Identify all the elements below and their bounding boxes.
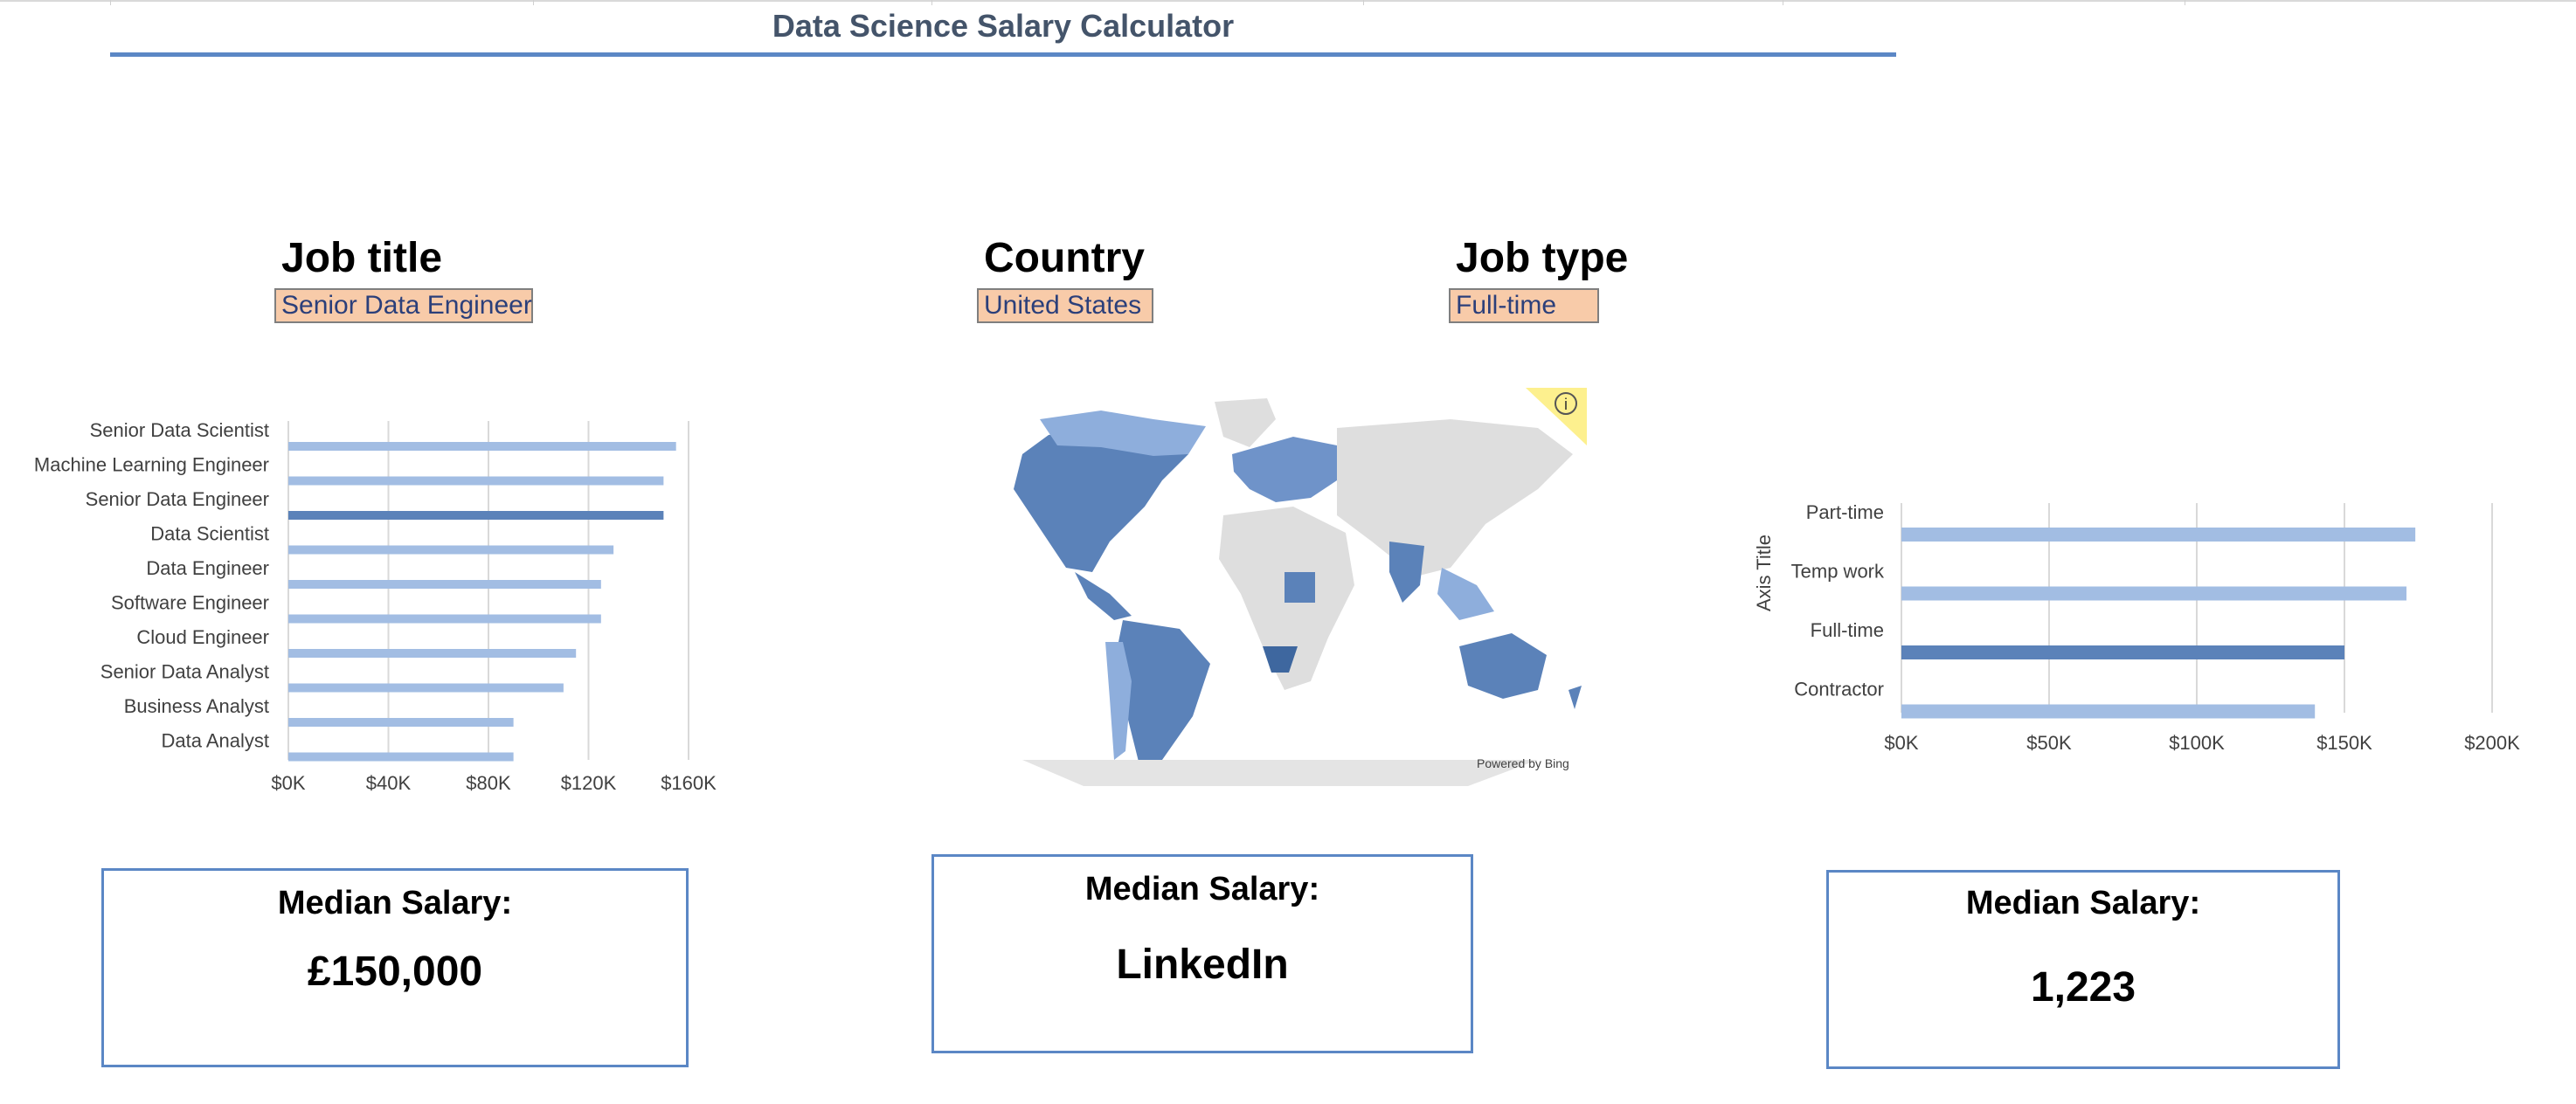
category-label: Data Engineer bbox=[146, 557, 269, 579]
bar[interactable] bbox=[288, 649, 577, 658]
category-label: Part-time bbox=[1806, 501, 1884, 523]
job-title-field[interactable]: Senior Data Engineer bbox=[274, 288, 533, 323]
greenland-region bbox=[1215, 398, 1276, 447]
x-tick-label: $150K bbox=[2316, 732, 2372, 754]
category-label: Senior Data Engineer bbox=[86, 488, 269, 510]
x-tick-label: $80K bbox=[466, 772, 511, 794]
map-svg: i bbox=[1014, 388, 1587, 786]
column-tick bbox=[110, 0, 111, 5]
bar[interactable] bbox=[288, 476, 664, 486]
column-tick bbox=[533, 0, 534, 5]
median-salary-card-job-title: Median Salary: £150,000 bbox=[101, 868, 689, 1067]
category-label: Business Analyst bbox=[124, 695, 269, 717]
bar[interactable] bbox=[288, 614, 601, 624]
x-tick-label: $0K bbox=[1884, 732, 1918, 754]
job-type-field[interactable]: Full-time bbox=[1449, 288, 1599, 323]
new-zealand-region bbox=[1568, 686, 1582, 709]
southern-africa-region bbox=[1263, 646, 1298, 673]
y-axis-title: Axis Title bbox=[1753, 535, 1775, 611]
australia-region bbox=[1459, 633, 1547, 699]
median-salary-card-country: Median Salary: LinkedIn bbox=[931, 854, 1473, 1053]
x-tick-label: $100K bbox=[2169, 732, 2225, 754]
bar[interactable] bbox=[1901, 528, 2416, 542]
bar[interactable] bbox=[288, 580, 601, 589]
bar[interactable] bbox=[288, 511, 664, 520]
x-tick-label: $40K bbox=[366, 772, 412, 794]
powered-by-bing: Powered by Bing bbox=[1477, 756, 1569, 770]
canada-region bbox=[1040, 411, 1206, 456]
column-tick bbox=[1363, 0, 1364, 5]
category-label: Data Analyst bbox=[161, 730, 269, 752]
category-label: Software Engineer bbox=[111, 592, 269, 614]
category-label: Senior Data Analyst bbox=[100, 661, 269, 683]
bar[interactable] bbox=[288, 718, 514, 727]
category-label: Senior Data Scientist bbox=[90, 419, 269, 441]
dashboard-title: Data Science Salary Calculator bbox=[110, 0, 1896, 57]
southeast-asia-region bbox=[1437, 568, 1494, 620]
bar[interactable] bbox=[288, 683, 564, 693]
bar[interactable] bbox=[288, 442, 676, 451]
category-label: Full-time bbox=[1811, 619, 1884, 641]
bar[interactable] bbox=[288, 752, 514, 762]
sheet-gridline bbox=[0, 0, 2576, 2]
bar[interactable] bbox=[1901, 586, 2406, 601]
central-america-region bbox=[1075, 572, 1132, 620]
bar[interactable] bbox=[288, 545, 614, 555]
europe-region bbox=[1232, 437, 1337, 502]
card-value: LinkedIn bbox=[1116, 942, 1289, 988]
x-tick-label: $0K bbox=[271, 772, 305, 794]
card-heading: Median Salary: bbox=[1084, 871, 1320, 907]
category-label: Machine Learning Engineer bbox=[34, 454, 269, 476]
south-america-region bbox=[1114, 620, 1210, 769]
svg-text:i: i bbox=[1564, 396, 1568, 413]
job-title-label: Job title bbox=[281, 235, 443, 281]
job-type-label: Job type bbox=[1456, 235, 1629, 281]
median-salary-card-job-type: Median Salary: 1,223 bbox=[1826, 870, 2340, 1069]
south-america-west-region bbox=[1105, 642, 1132, 760]
job-type-salary-chart[interactable]: $0K $50K $100K $150K $200K Part-time Temp work… bbox=[1748, 419, 2534, 786]
card-heading: Median Salary: bbox=[277, 885, 513, 921]
x-tick-label: $120K bbox=[561, 772, 617, 794]
bar[interactable] bbox=[1901, 704, 2316, 719]
category-label: Contractor bbox=[1794, 679, 1884, 700]
x-tick-label: $50K bbox=[2026, 732, 2072, 754]
card-value: 1,223 bbox=[2030, 964, 2136, 1011]
central-africa-region bbox=[1285, 572, 1315, 603]
antarctica-region bbox=[1022, 760, 1538, 786]
job-title-salary-chart[interactable]: $0K $40K $80K $120K $160K Senior Data Scienti… bbox=[17, 411, 786, 812]
info-icon[interactable]: i bbox=[1526, 388, 1587, 445]
x-tick-label: $160K bbox=[661, 772, 717, 794]
country-field[interactable]: United States bbox=[977, 288, 1153, 323]
column-tick bbox=[931, 0, 932, 5]
category-label: Cloud Engineer bbox=[136, 626, 269, 648]
world-map[interactable]: i bbox=[926, 384, 1590, 786]
india-region bbox=[1389, 542, 1424, 603]
bar[interactable] bbox=[1901, 645, 2344, 659]
category-label: Data Scientist bbox=[150, 523, 269, 545]
country-label: Country bbox=[984, 235, 1145, 281]
asia-region bbox=[1337, 419, 1573, 576]
north-america-region bbox=[1014, 428, 1188, 572]
card-heading: Median Salary: bbox=[1965, 885, 2201, 921]
category-label: Temp work bbox=[1791, 561, 1885, 583]
x-tick-label: $200K bbox=[2464, 732, 2520, 754]
card-value: £150,000 bbox=[307, 949, 483, 995]
